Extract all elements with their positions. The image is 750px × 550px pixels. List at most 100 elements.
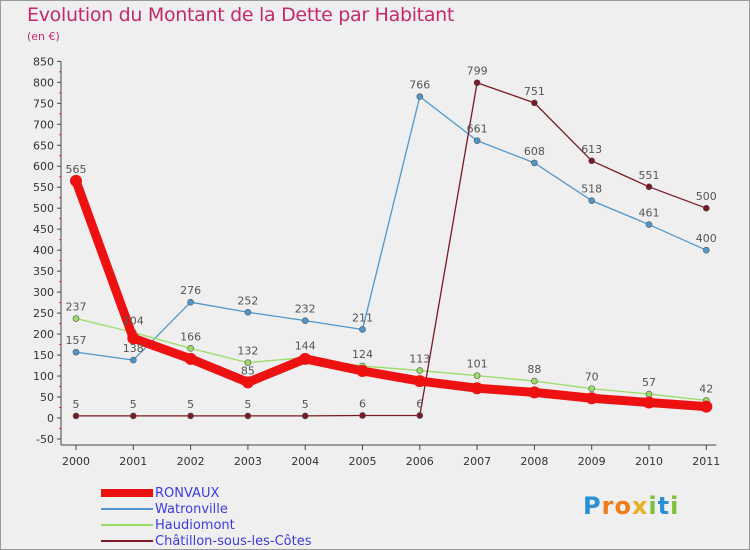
data-label: 237 xyxy=(66,301,87,314)
y-tick-label: 100 xyxy=(33,370,54,383)
data-label: 276 xyxy=(180,284,201,297)
y-tick-label: 700 xyxy=(33,118,54,131)
data-label: 88 xyxy=(527,363,541,376)
y-tick-label: 750 xyxy=(33,97,54,110)
data-label: 132 xyxy=(237,345,258,358)
data-label: 551 xyxy=(639,169,660,182)
data-point xyxy=(473,372,481,379)
legend-item: Châtillon-sous-les-Côtes xyxy=(101,533,312,549)
logo-letter: r xyxy=(601,492,615,520)
data-label: 500 xyxy=(696,190,717,203)
proxiti-logo: Proxiti xyxy=(583,492,679,520)
data-label: 518 xyxy=(581,183,602,196)
x-tick-label: 2001 xyxy=(119,455,147,468)
legend-item: RONVAUX xyxy=(101,485,312,501)
data-point xyxy=(301,317,309,324)
data-point xyxy=(473,137,481,144)
y-tick-label: 350 xyxy=(33,265,54,278)
x-tick-label: 2005 xyxy=(349,455,377,468)
series-watronville xyxy=(72,93,710,364)
data-point xyxy=(531,377,538,385)
data-point xyxy=(130,356,137,364)
data-label: 5 xyxy=(244,398,251,411)
data-point xyxy=(528,386,541,399)
x-tick-label: 2003 xyxy=(234,455,262,468)
data-point xyxy=(531,159,538,167)
legend-label: Haudiomont xyxy=(155,517,235,533)
data-point xyxy=(127,332,140,345)
legend-item: Haudiomont xyxy=(101,517,312,533)
series-line xyxy=(71,179,707,412)
data-point xyxy=(72,348,80,356)
series-ch-tillon-sous-les-c-tes xyxy=(72,79,710,420)
y-tick-label: 850 xyxy=(33,55,54,68)
data-point xyxy=(416,412,424,419)
x-tick-label: 2011 xyxy=(692,455,720,468)
legend-swatch xyxy=(101,508,153,510)
y-tick-label: 400 xyxy=(33,244,54,257)
data-label: 661 xyxy=(467,123,488,136)
data-label: 252 xyxy=(237,294,258,307)
data-point xyxy=(130,412,137,420)
data-point xyxy=(184,352,197,365)
y-tick-label: 300 xyxy=(33,286,54,299)
y-tick-label: 200 xyxy=(33,328,54,341)
data-point xyxy=(416,367,424,374)
data-label: 751 xyxy=(524,85,545,98)
y-tick-label: 50 xyxy=(40,391,54,404)
data-label: 5 xyxy=(73,398,80,411)
logo-letter: P xyxy=(583,492,602,520)
y-tick-label: -50 xyxy=(36,433,54,446)
data-label: 799 xyxy=(467,65,488,78)
logo-letter: i xyxy=(648,492,658,520)
data-point xyxy=(588,157,596,165)
y-tick-label: 650 xyxy=(33,139,54,152)
series-line xyxy=(75,317,707,402)
data-label: 42 xyxy=(699,382,713,395)
data-label: 400 xyxy=(696,232,717,245)
legend-swatch xyxy=(101,540,153,542)
data-label: 204 xyxy=(123,314,144,327)
data-label: 124 xyxy=(352,348,373,361)
data-point xyxy=(72,412,80,420)
series-ronvaux xyxy=(70,174,713,413)
data-label: 6 xyxy=(359,397,366,410)
data-label: 5 xyxy=(187,398,194,411)
y-tick-label: 600 xyxy=(33,160,54,173)
y-tick-label: 0 xyxy=(47,412,54,425)
data-label: 101 xyxy=(467,358,488,371)
data-label: 766 xyxy=(409,79,430,92)
data-point xyxy=(244,412,252,420)
data-point xyxy=(187,298,194,306)
y-tick-label: 550 xyxy=(33,181,54,194)
legend-item: Watronville xyxy=(101,501,312,517)
logo-letter: o xyxy=(614,492,632,520)
data-label: 144 xyxy=(295,340,316,353)
data-point xyxy=(187,345,194,352)
data-label: 5 xyxy=(302,398,309,411)
data-point xyxy=(473,79,481,87)
legend-label: RONVAUX xyxy=(155,485,220,501)
data-label: 138 xyxy=(123,342,144,355)
data-label: 461 xyxy=(639,207,660,220)
data-point xyxy=(70,174,82,187)
data-point xyxy=(187,412,194,420)
data-point xyxy=(585,392,598,405)
data-label: 166 xyxy=(180,330,201,343)
x-tick-label: 2009 xyxy=(578,455,606,468)
data-label: 6 xyxy=(416,397,423,410)
y-tick-label: 500 xyxy=(33,202,54,215)
data-point xyxy=(241,376,254,389)
data-label: 613 xyxy=(581,143,602,156)
data-point xyxy=(588,385,596,392)
data-point xyxy=(359,326,366,333)
data-point xyxy=(299,352,312,365)
x-tick-label: 2008 xyxy=(520,455,548,468)
legend-label: Châtillon-sous-les-Côtes xyxy=(155,533,312,549)
data-label: 565 xyxy=(66,163,87,176)
data-point xyxy=(588,197,596,204)
data-point xyxy=(700,400,713,413)
data-point xyxy=(244,359,252,366)
